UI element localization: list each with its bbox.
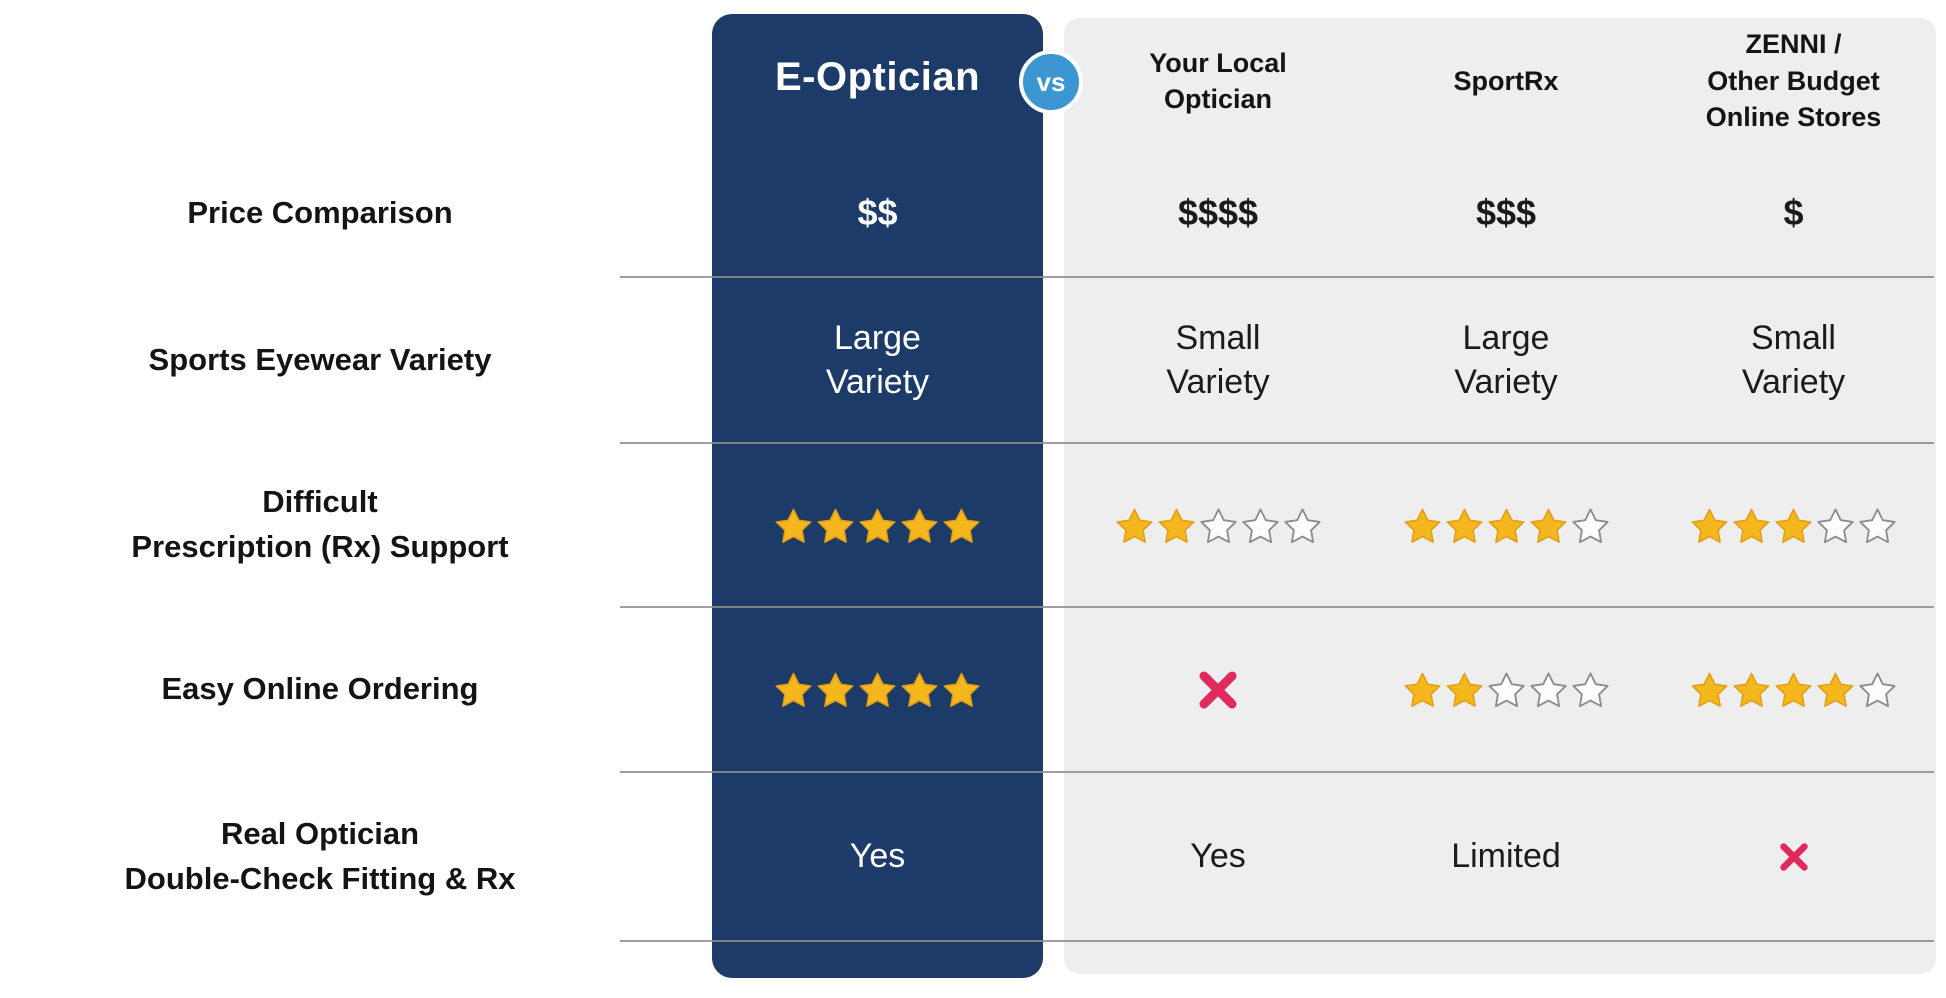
star-outline-icon [1571, 508, 1609, 543]
star-filled-icon [1775, 508, 1812, 543]
row-label-optician-check: Real Optician Double-Check Fitting & Rx [124, 815, 516, 896]
cell-online-ordering-eoptician [712, 607, 1043, 772]
row-label-rx-support: Difficult Prescription (Rx) Support [131, 484, 509, 564]
cross-icon [1779, 842, 1808, 871]
cell-price-eoptician: $$ [857, 192, 898, 234]
cell-rx-support-sportrx [1371, 443, 1641, 607]
star-filled-icon [1733, 508, 1770, 543]
star-filled-icon [901, 508, 938, 543]
row-divider [620, 771, 1934, 773]
star-outline-icon [1487, 672, 1525, 708]
cell-price-sportrx: $$$ [1475, 192, 1537, 234]
cell-variety-local: Small Variety [1166, 318, 1270, 401]
star-filled-icon [1446, 508, 1482, 543]
star-filled-icon [1404, 508, 1440, 543]
vs-label: vs [1036, 67, 1066, 97]
star-filled-icon [1446, 672, 1482, 707]
star-filled-icon [901, 672, 938, 707]
star-outline-icon [1283, 508, 1321, 543]
cell-variety-zenni: Small Variety [1741, 318, 1846, 401]
star-outline-icon [1571, 672, 1609, 708]
eoptician-column-panel [712, 14, 1043, 978]
star-filled-icon [817, 672, 854, 707]
cell-rx-support-eoptician [712, 443, 1043, 607]
cell-online-ordering-sportrx [1371, 607, 1641, 772]
star-filled-icon [1691, 672, 1728, 707]
star-filled-icon [1158, 508, 1194, 543]
star-outline-icon [1859, 672, 1896, 708]
cell-rx-support-local [1065, 443, 1371, 607]
star-outline-icon [1859, 508, 1896, 543]
star-filled-icon [1404, 672, 1440, 707]
cell-variety-eoptician: Large Variety [825, 318, 930, 401]
cell-optician-check-sportrx: Limited [1451, 837, 1561, 876]
star-filled-icon [775, 672, 812, 707]
star-rating [1404, 507, 1609, 544]
star-filled-icon [1733, 672, 1770, 707]
row-divider [620, 940, 1934, 942]
star-rating [1404, 671, 1609, 708]
cell-price-local: $$$$ [1177, 192, 1259, 234]
column-header-local-optician: Your Local Optician [1149, 47, 1287, 114]
star-outline-icon [1241, 508, 1279, 543]
star-rating [1116, 507, 1321, 544]
row-divider [620, 276, 1934, 278]
star-filled-icon [775, 508, 812, 543]
star-outline-icon [1199, 508, 1237, 543]
star-outline-icon [1817, 508, 1854, 543]
row-label-price: Price Comparison [187, 195, 453, 231]
cell-online-ordering-zenni [1641, 607, 1946, 772]
star-filled-icon [1116, 508, 1152, 543]
cell-online-ordering-local [1065, 607, 1371, 772]
row-label-online-ordering: Easy Online Ordering [161, 671, 479, 707]
cell-optician-check-zenni [1641, 772, 1946, 941]
column-header-sportrx: SportRx [1453, 65, 1559, 96]
star-filled-icon [1775, 672, 1812, 707]
star-outline-icon [1529, 672, 1567, 708]
column-header-eoptician: E-Optician [774, 55, 981, 99]
cross-icon [1199, 670, 1237, 709]
competitors-panel [1064, 18, 1936, 974]
cell-price-zenni: $ [1783, 192, 1804, 234]
star-filled-icon [1530, 508, 1566, 543]
row-divider [620, 606, 1934, 608]
star-rating [1691, 507, 1896, 544]
star-rating [775, 507, 980, 544]
star-filled-icon [943, 672, 980, 707]
star-filled-icon [1691, 508, 1728, 543]
vs-badge: vs [1019, 50, 1083, 114]
star-filled-icon [943, 508, 980, 543]
star-filled-icon [859, 508, 896, 543]
star-rating [775, 671, 980, 708]
column-header-zenni: ZENNI / Other Budget Online Stores [1705, 29, 1882, 133]
cell-rx-support-zenni [1641, 443, 1946, 607]
star-filled-icon [859, 672, 896, 707]
star-filled-icon [1488, 508, 1524, 543]
cell-variety-sportrx: Large Variety [1454, 318, 1558, 401]
star-rating [1691, 671, 1896, 708]
star-filled-icon [1817, 672, 1854, 707]
cell-optician-check-local: Yes [1190, 837, 1246, 876]
row-label-variety: Sports Eyewear Variety [148, 341, 492, 377]
row-divider [620, 442, 1934, 444]
star-filled-icon [817, 508, 854, 543]
cell-optician-check-eoptician: Yes [849, 837, 906, 876]
